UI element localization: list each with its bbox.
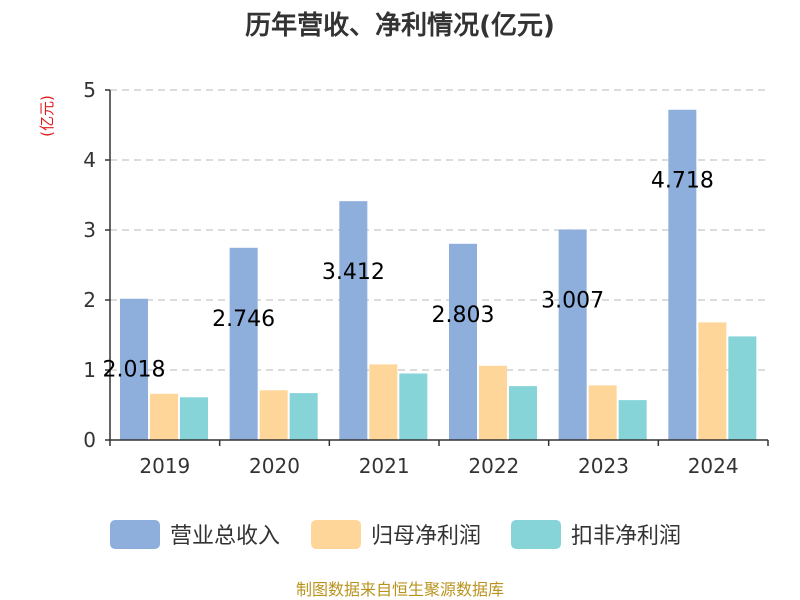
bar-net-profit[interactable] (369, 364, 398, 440)
bar-revenue[interactable] (558, 229, 587, 440)
x-tick-label: 2021 (359, 454, 410, 478)
y-tick-label: 2 (83, 288, 96, 312)
legend-swatch (311, 520, 361, 549)
bar-revenue[interactable] (229, 247, 258, 440)
x-tick-label: 2024 (688, 454, 739, 478)
bar-net-profit[interactable] (259, 390, 288, 440)
bar-deducted-profit[interactable] (289, 393, 318, 440)
bar-deducted-profit[interactable] (509, 386, 537, 440)
data-label: 3.007 (541, 289, 604, 314)
chart-title: 历年营收、净利情况(亿元) (245, 10, 555, 41)
y-tick-label: 3 (83, 218, 96, 242)
y-tick-label: 0 (83, 428, 96, 452)
legend-item-net-profit[interactable]: 归母净利润 (311, 520, 481, 549)
bar-deducted-profit[interactable] (180, 397, 208, 440)
data-label: 4.718 (651, 169, 714, 194)
y-axis-unit-label: (亿元) (38, 95, 56, 137)
axes: 0 1 2 3 4 5 2019 2020 2021 2022 2023 2024 (83, 78, 769, 478)
data-label: 2.746 (212, 307, 275, 332)
bar-revenue[interactable] (449, 243, 477, 440)
legend-label: 扣非净利润 (571, 524, 681, 549)
legend[interactable]: 营业总收入 归母净利润 扣非净利润 (110, 520, 681, 549)
bar-net-profit[interactable] (588, 385, 617, 440)
legend-swatch (110, 520, 160, 549)
legend-label: 营业总收入 (170, 524, 280, 549)
x-tick-label: 2022 (468, 454, 519, 478)
data-label: 3.412 (322, 260, 385, 285)
data-label: 2.018 (103, 358, 166, 383)
bar-deducted-profit[interactable] (728, 336, 757, 440)
legend-item-revenue[interactable]: 营业总收入 (110, 520, 280, 549)
legend-label: 归母净利润 (371, 524, 481, 549)
x-tick-label: 2023 (578, 454, 629, 478)
y-tick-label: 5 (83, 78, 96, 102)
legend-swatch (511, 520, 561, 549)
bar-revenue[interactable] (339, 201, 368, 440)
y-tick-label: 4 (83, 148, 96, 172)
bar-deducted-profit[interactable] (618, 400, 647, 440)
bars (120, 109, 757, 441)
x-tick-label: 2019 (139, 454, 190, 478)
bar-net-profit[interactable] (479, 365, 507, 440)
bar-revenue[interactable] (668, 109, 697, 441)
legend-item-deducted-profit[interactable]: 扣非净利润 (511, 520, 681, 549)
bar-net-profit[interactable] (698, 322, 727, 440)
bar-revenue[interactable] (120, 298, 148, 440)
grid (110, 89, 768, 371)
x-tick-label: 2020 (249, 454, 300, 478)
y-tick-label: 1 (83, 358, 96, 382)
bar-net-profit[interactable] (150, 393, 178, 440)
bar-deducted-profit[interactable] (399, 373, 428, 441)
source-footer: 制图数据来自恒生聚源数据库 (296, 580, 504, 599)
data-label: 2.803 (432, 303, 495, 328)
data-labels: 2.018 2.746 3.412 2.803 3.007 4.718 (103, 169, 714, 383)
